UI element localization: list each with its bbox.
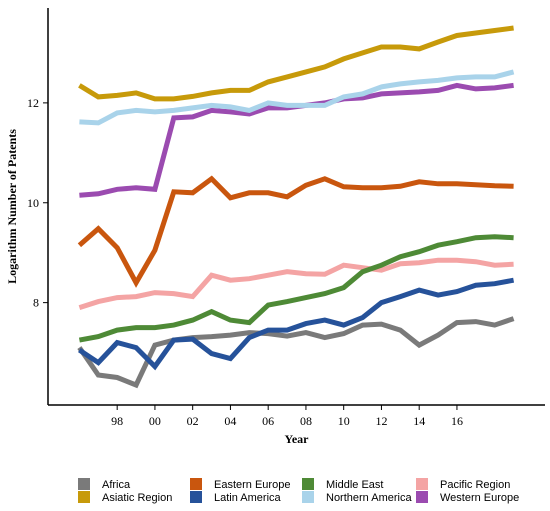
x-tick-label: 14 (413, 414, 425, 428)
x-tick-label: 12 (375, 414, 387, 428)
x-tick-label: 06 (262, 414, 274, 428)
legend-item-middle-east: Middle East (302, 478, 383, 491)
legend-swatch (416, 478, 428, 490)
legend-item-western-europe: Western Europe (416, 491, 519, 504)
legend-label: Africa (102, 479, 131, 491)
y-tick-label: 8 (33, 296, 39, 310)
legend-swatch (302, 491, 314, 503)
x-tick-label: 02 (187, 414, 199, 428)
legend-label: Middle East (326, 479, 383, 491)
legend-label: Pacific Region (440, 479, 510, 491)
x-tick-label: 08 (300, 414, 312, 428)
x-tick-label: 98 (111, 414, 123, 428)
series-line-eastern-europe (77, 175, 514, 288)
plot-area (77, 25, 515, 389)
legend-swatch (416, 491, 428, 503)
legend-label: Northern America (326, 492, 412, 504)
legend-label: Western Europe (440, 492, 519, 504)
series-line-asiatic-region (78, 25, 514, 102)
legend-label: Latin America (214, 492, 282, 504)
y-tick-label: 12 (27, 96, 39, 110)
x-tick-label: 00 (149, 414, 161, 428)
x-tick-label: 04 (224, 414, 236, 428)
legend: Africa Eastern Europe Middle East Pacific R… (78, 478, 519, 504)
series-line-northern-america (79, 69, 515, 126)
legend-item-eastern-europe: Eastern Europe (190, 478, 290, 491)
legend-label: Eastern Europe (214, 479, 290, 491)
legend-swatch (190, 491, 202, 503)
legend-item-asiatic-region: Asiatic Region (78, 491, 172, 504)
x-tick-label: 10 (338, 414, 350, 428)
legend-item-africa: Africa (78, 478, 131, 491)
legend-item-latin-america: Latin America (190, 491, 282, 504)
legend-swatch (302, 478, 314, 490)
legend-swatch (78, 478, 90, 490)
x-tick-label: 16 (451, 414, 463, 428)
y-tick-label: 10 (27, 196, 39, 210)
series-line-latin-america (78, 277, 515, 371)
series-line-western-europe (79, 82, 514, 198)
axes: 8 10 12 98 00 02 04 06 08 10 12 14 16 Year Logarithm N… (5, 8, 545, 446)
series-line-africa (77, 316, 515, 389)
legend-item-northern-america: Northern America (302, 491, 412, 504)
y-axis-title: Logarithm Number of Patents (5, 129, 19, 284)
legend-label: Asiatic Region (102, 492, 172, 504)
series-line-middle-east (78, 234, 514, 343)
legend-item-pacific-region: Pacific Region (416, 478, 510, 491)
x-axis-title: Year (285, 432, 310, 446)
legend-swatch (190, 478, 202, 490)
legend-swatch (78, 491, 90, 503)
series-line-pacific-region (78, 257, 514, 310)
